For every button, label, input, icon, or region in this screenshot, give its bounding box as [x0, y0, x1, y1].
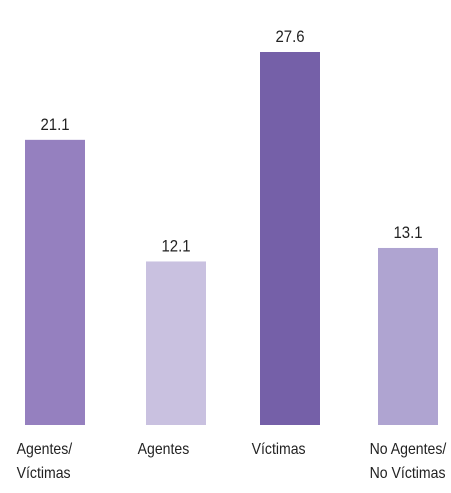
bar	[146, 261, 206, 425]
value-label: 13.1	[393, 224, 422, 242]
category-label: No Agentes/ No Víctimas	[369, 441, 447, 482]
bar	[25, 139, 85, 425]
category-label: Agentes	[137, 441, 190, 458]
category-label: Agentes/ Víctimas	[16, 441, 73, 482]
value-label: 21.1	[40, 116, 69, 134]
bar	[260, 52, 320, 425]
bar	[378, 247, 438, 425]
category-label: Víctimas	[251, 441, 306, 458]
value-label: 27.6	[275, 28, 304, 46]
value-label: 12.1	[161, 238, 190, 256]
